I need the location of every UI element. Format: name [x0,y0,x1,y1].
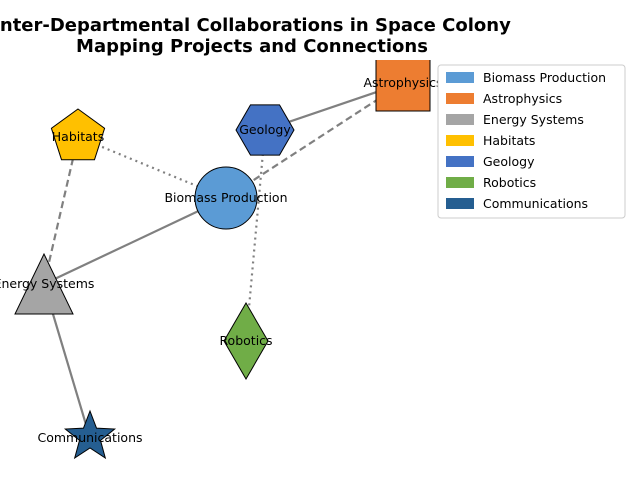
node-geology-label: Geology [239,122,291,137]
node-biomass-label: Biomass Production [164,190,287,205]
legend-swatch [446,72,474,83]
node-habitats-label: Habitats [52,129,104,144]
legend-label: Geology [483,154,535,169]
node-robotics-label: Robotics [219,333,272,348]
legend-label: Energy Systems [483,112,584,127]
nodes-layer: Biomass Production Astrophysics Energy Sys… [0,60,443,460]
edge-biomass-habitats [77,135,227,200]
edge-biomass-astro [225,82,404,199]
node-comms-label: Communications [37,430,142,445]
node-comms-shape [63,409,117,460]
node-habitats-shape [50,108,106,161]
node-biomass-shape [194,166,258,230]
edge-biomass-energy [43,197,227,285]
edge-habitats-energy [42,136,80,285]
node-astro-label: Astrophysics [363,75,442,90]
node-geology-shape [235,104,295,156]
legend-label: Communications [483,196,588,211]
legend-label: Biomass Production [483,70,606,85]
legend-swatch [446,198,474,209]
legend-swatch [446,156,474,167]
legend-swatch [446,114,474,125]
diagram-title-line-2: Mapping Projects and Connections [76,36,428,57]
diagram-title-line-1: Inter-Departmental Collaborations in Spa… [0,15,511,36]
legend-label: Robotics [483,175,536,190]
legend: Biomass Production Astrophysics Energy Sys… [437,64,626,219]
node-energy-label: Energy Systems [0,276,94,291]
legend-label: Astrophysics [483,91,562,106]
legend-swatch [446,135,474,146]
legend-swatch [446,93,474,104]
node-energy-shape [14,252,74,315]
node-robotics-shape [223,302,269,380]
legend-box [437,64,626,219]
legend-swatch [446,177,474,188]
legend-label: Habitats [483,133,535,148]
node-astro-shape [375,60,431,112]
